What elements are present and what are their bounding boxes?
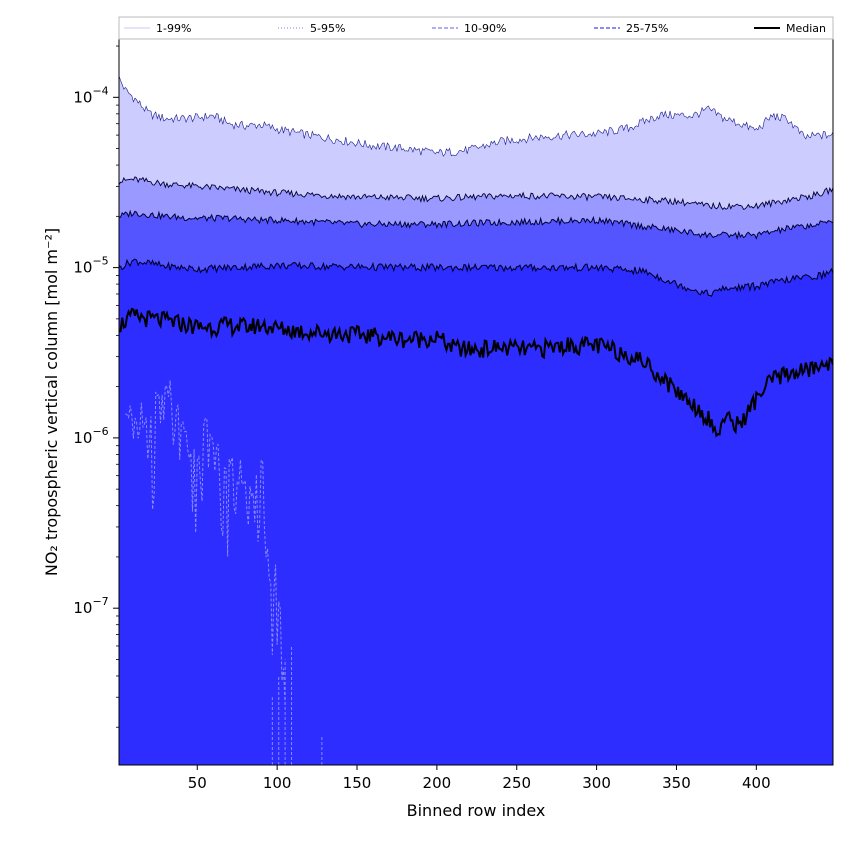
band-5-95-upper-line: [119, 176, 833, 211]
y-tick-label: 10−6: [73, 425, 108, 447]
x-tick-label: 350: [662, 774, 691, 792]
band-25-75-upper-line: [119, 258, 833, 298]
median-line: [119, 307, 833, 438]
legend-label: 1-99%: [156, 22, 191, 35]
y-tick-label: 10−4: [73, 84, 108, 106]
y-tick-label: 10−5: [73, 255, 108, 277]
percentile-lines: [119, 75, 833, 765]
lower-percentile-line: [125, 380, 286, 706]
x-tick-label: 100: [263, 774, 292, 792]
x-tick-label: 250: [502, 774, 531, 792]
legend: 1-99% 5-95% 10-90% 25-75% Median: [118, 16, 834, 40]
band-10-90-upper-line: [119, 209, 833, 241]
y-axis: 10−7 10−6 10−5 10−4: [73, 45, 119, 728]
legend-box: [118, 16, 834, 40]
x-tick-label: 400: [742, 774, 771, 792]
x-tick-label: 150: [343, 774, 372, 792]
legend-label: 25-75%: [626, 22, 668, 35]
x-axis-label: Binned row index: [407, 801, 546, 820]
legend-label: Median: [786, 22, 826, 35]
legend-label: 10-90%: [464, 22, 506, 35]
y-axis-label: NO₂ tropospheric vertical column [mol m⁻…: [42, 228, 61, 576]
band-1-99-upper-line: [119, 75, 833, 157]
band-25-75-fill: [119, 259, 833, 765]
x-tick-label: 50: [188, 774, 207, 792]
x-axis: 50 100 150 200 250 300 350 400: [188, 765, 771, 792]
legend-label: 5-95%: [310, 22, 345, 35]
y-tick-label: 10−7: [73, 595, 108, 617]
percentile-bands: [119, 75, 833, 765]
x-tick-label: 300: [582, 774, 611, 792]
x-tick-label: 200: [423, 774, 452, 792]
